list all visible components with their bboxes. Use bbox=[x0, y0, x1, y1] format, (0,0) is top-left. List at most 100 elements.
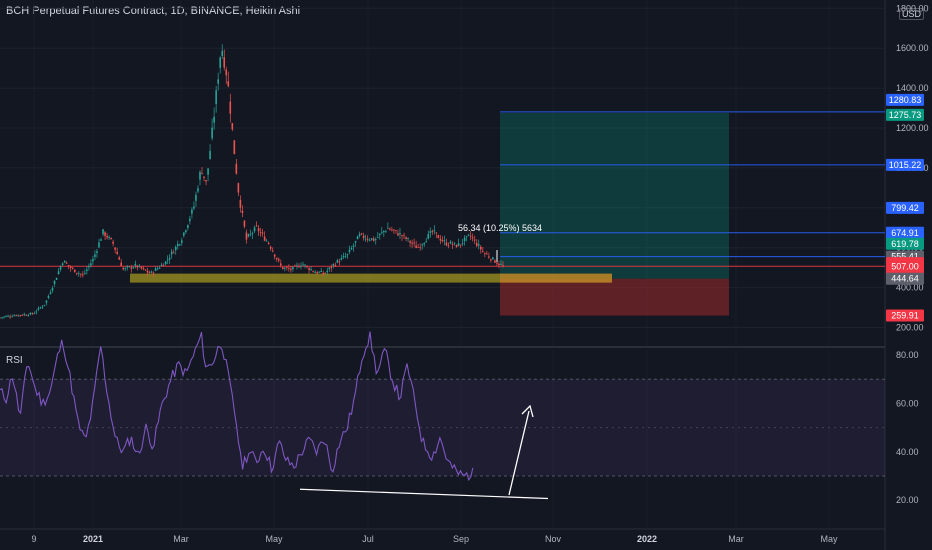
time-axis-tick: 9 bbox=[31, 534, 36, 544]
candle-body bbox=[471, 237, 474, 239]
candle-body bbox=[174, 246, 177, 251]
rsi-arrow[interactable] bbox=[508, 410, 530, 496]
candle-body bbox=[411, 242, 413, 244]
rsi-band-fill bbox=[0, 379, 885, 476]
candle-body bbox=[467, 234, 470, 236]
candle-body bbox=[378, 233, 381, 236]
candle-body bbox=[84, 272, 86, 274]
candle-body bbox=[96, 251, 98, 254]
time-axis-tick: Mar bbox=[173, 534, 189, 544]
price-tag bbox=[886, 309, 924, 322]
candle-body bbox=[241, 210, 244, 214]
candle-body bbox=[500, 263, 502, 265]
candle-body bbox=[364, 238, 367, 240]
candle-body bbox=[199, 171, 201, 180]
candle-body bbox=[225, 69, 228, 76]
candle-body bbox=[45, 300, 48, 303]
candle-body bbox=[457, 243, 460, 246]
candle-body bbox=[122, 268, 125, 270]
candle-body bbox=[292, 266, 294, 270]
candle-body bbox=[275, 257, 278, 260]
candle-body bbox=[350, 248, 353, 250]
candle-body bbox=[245, 232, 248, 240]
candle-body bbox=[65, 262, 68, 264]
candle-body bbox=[106, 236, 108, 238]
candle-body bbox=[82, 274, 84, 276]
candle-body bbox=[370, 238, 373, 240]
target-zone[interactable] bbox=[500, 112, 729, 279]
candle-body bbox=[211, 127, 213, 139]
candle-body bbox=[21, 314, 24, 316]
candle-body bbox=[328, 267, 331, 269]
candle-body bbox=[465, 235, 468, 237]
candle-body bbox=[326, 270, 329, 273]
candle-body bbox=[75, 272, 78, 274]
candle-body bbox=[249, 233, 252, 235]
candle-body bbox=[166, 259, 169, 261]
candle-body bbox=[142, 267, 145, 269]
price-axis-tick: 1200.00 bbox=[896, 123, 929, 133]
candle-body bbox=[316, 272, 318, 274]
candle-body bbox=[47, 296, 50, 298]
candle-body bbox=[195, 194, 197, 201]
candle-body bbox=[332, 264, 335, 266]
price-tag bbox=[886, 237, 924, 250]
candle-body bbox=[176, 244, 179, 246]
candle-body bbox=[150, 271, 153, 273]
candle-body bbox=[23, 314, 26, 316]
candle-body bbox=[243, 220, 246, 227]
candle-body bbox=[393, 229, 395, 231]
candle-body bbox=[475, 243, 478, 246]
candle-body bbox=[7, 315, 9, 317]
rsi-trendline[interactable] bbox=[299, 488, 549, 500]
price-tag-label: 507.00 bbox=[891, 261, 919, 271]
candle-body bbox=[387, 227, 389, 229]
candle-body bbox=[271, 250, 274, 252]
price-tag bbox=[886, 226, 924, 239]
candle-body bbox=[19, 315, 22, 316]
candle-body bbox=[156, 268, 159, 270]
candle-body bbox=[479, 246, 482, 250]
candle-body bbox=[126, 266, 129, 268]
currency-button[interactable]: USD bbox=[898, 8, 924, 20]
candle-body bbox=[110, 237, 112, 240]
candle-body bbox=[494, 260, 496, 263]
candle-body bbox=[25, 314, 28, 316]
candle-body bbox=[455, 244, 458, 248]
candle-body bbox=[447, 245, 450, 247]
candle-body bbox=[3, 316, 5, 318]
candle-body bbox=[302, 264, 304, 266]
candle-body bbox=[181, 240, 183, 243]
price-axis-tick: 400.00 bbox=[896, 283, 924, 293]
candle-body bbox=[128, 266, 131, 268]
candle-body bbox=[484, 253, 486, 255]
support-zone[interactable] bbox=[130, 273, 612, 283]
candle-body bbox=[330, 267, 333, 268]
stop-zone[interactable] bbox=[500, 278, 729, 316]
candle-body bbox=[340, 257, 343, 260]
candle-body bbox=[443, 240, 446, 242]
candle-body bbox=[409, 241, 411, 243]
rsi-line bbox=[0, 331, 474, 481]
candle-body bbox=[235, 163, 238, 174]
candle-body bbox=[397, 233, 399, 236]
candle-body bbox=[41, 306, 44, 308]
candle-body bbox=[203, 176, 205, 178]
candle-body bbox=[433, 230, 436, 232]
candle-body bbox=[320, 270, 322, 272]
price-tag bbox=[886, 93, 924, 106]
candle-body bbox=[138, 265, 141, 267]
candle-body bbox=[15, 315, 17, 317]
candle-body bbox=[449, 241, 452, 244]
measure-label: 56.34 (10.25%) 5634 bbox=[458, 223, 542, 233]
candle-body bbox=[207, 168, 209, 175]
candle-body bbox=[296, 265, 298, 267]
candle-body bbox=[71, 267, 74, 269]
candle-body bbox=[223, 57, 226, 68]
candle-body bbox=[227, 81, 230, 87]
candle-body bbox=[486, 253, 488, 255]
candle-body bbox=[29, 313, 32, 315]
candle-body bbox=[170, 251, 173, 255]
price-axis-tick: 200.00 bbox=[896, 323, 924, 333]
